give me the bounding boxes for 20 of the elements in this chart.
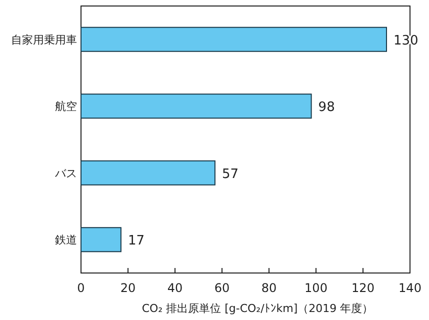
data-label: 98	[318, 100, 335, 116]
bar	[80, 227, 122, 252]
y-tick-label: 鉄道	[55, 234, 77, 247]
data-label: 57	[222, 166, 238, 182]
x-tick-label: 80	[261, 281, 277, 295]
x-tick-label: 120	[352, 281, 374, 295]
x-tick-label: 40	[167, 281, 183, 295]
data-label: 17	[128, 234, 144, 249]
x-tick-label: 60	[214, 281, 230, 295]
x-tick-label: 100	[304, 281, 328, 295]
bar	[80, 94, 312, 119]
x-axis-title: CO₂ 排出原単位 [g-CO₂/ﾄﾝkm]（2019 年度）	[142, 302, 374, 315]
y-tick-label: 自家用乗用車	[11, 33, 77, 46]
y-tick-label: 航空	[55, 100, 77, 114]
y-tick-label: バス	[54, 166, 77, 180]
bar	[80, 26, 387, 52]
x-tick-label: 0	[77, 281, 85, 295]
bar	[80, 160, 216, 186]
x-tick-label: 140	[398, 281, 422, 295]
x-tick-label: 20	[120, 281, 136, 295]
